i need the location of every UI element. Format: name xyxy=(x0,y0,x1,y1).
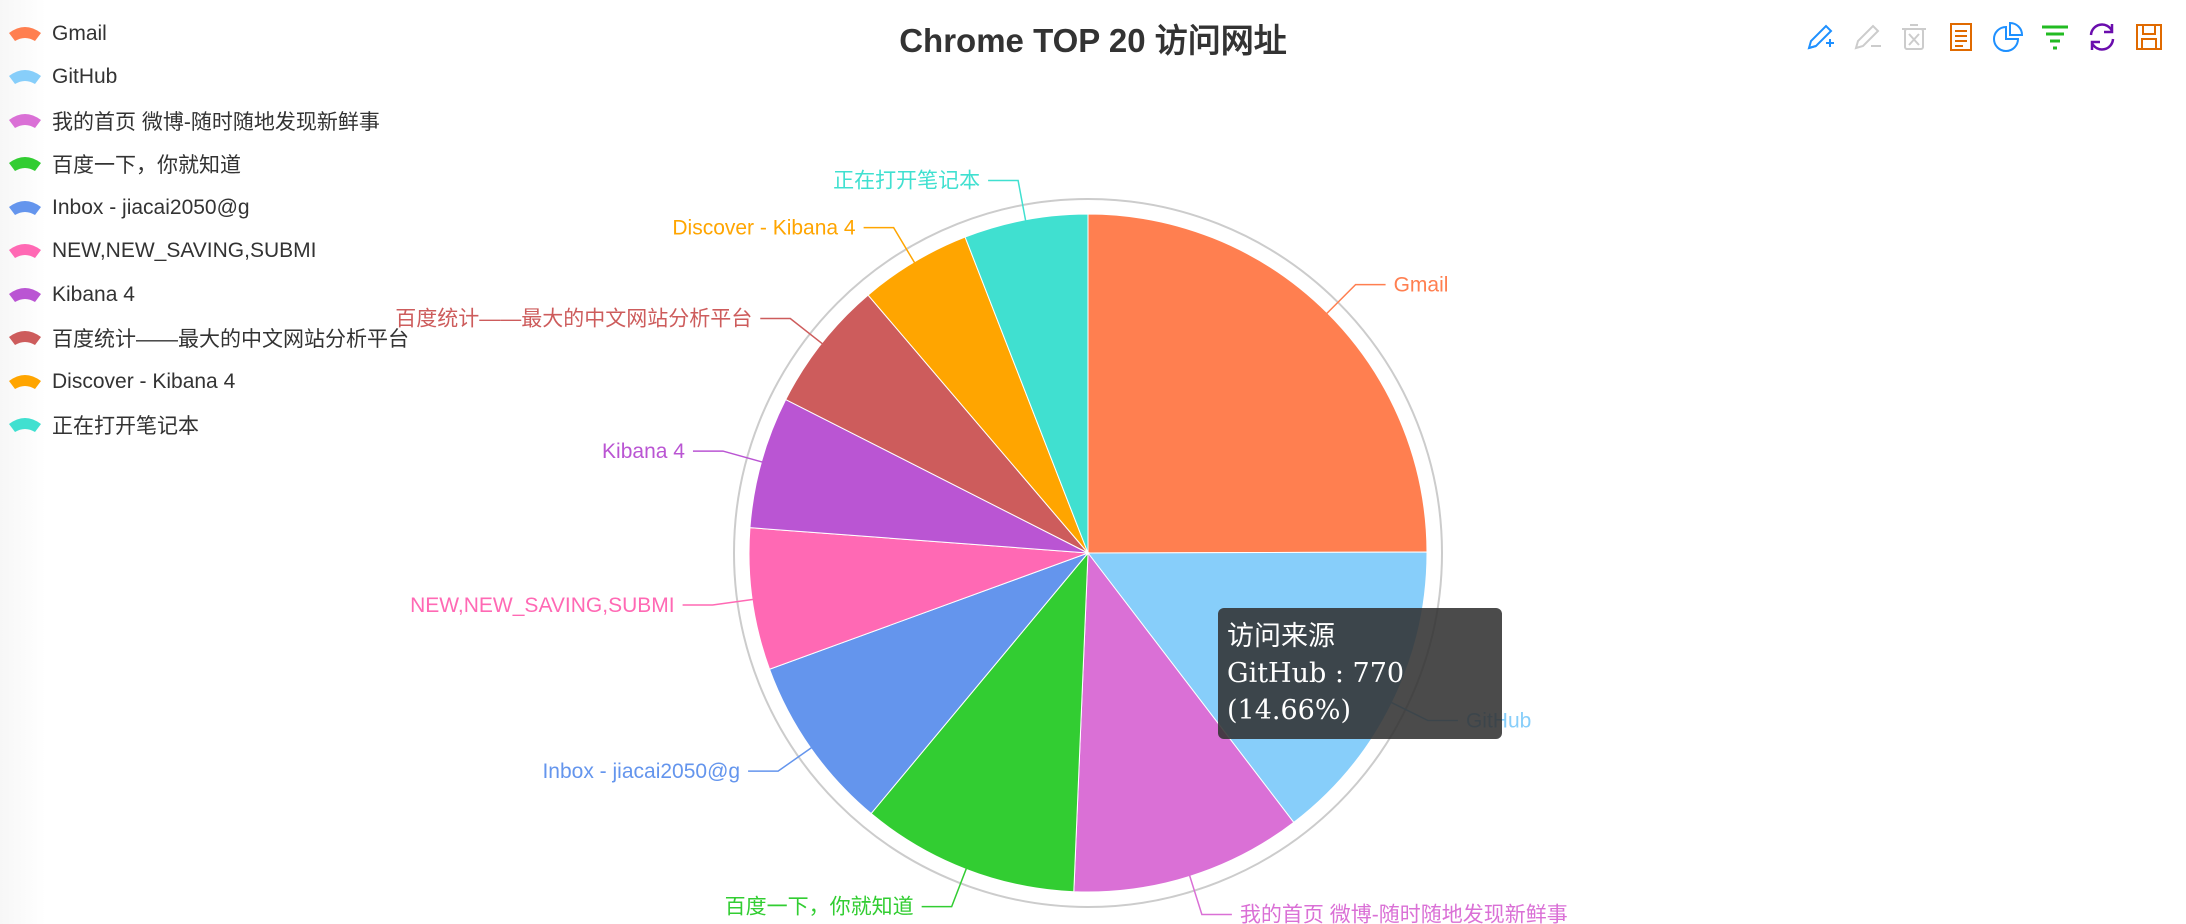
tooltip: 访问来源 GitHub : 770 (14.66%) xyxy=(1218,608,1502,739)
legend-swatch-icon xyxy=(9,331,41,346)
pie-slice[interactable] xyxy=(1087,213,1428,554)
pie-label-line xyxy=(748,745,815,772)
left-edge-shade xyxy=(0,0,46,924)
legend-swatch-icon xyxy=(9,157,41,172)
legend-label: 我的首页 微博-随时随地发现新鲜事 xyxy=(52,110,380,134)
legend-swatch-icon xyxy=(9,26,41,41)
tooltip-body: GitHub : 770 (14.66%) xyxy=(1227,658,1405,726)
legend-item[interactable]: Gmail xyxy=(8,12,468,56)
pie-slice-label: Inbox - jiacai2050@g xyxy=(542,760,740,783)
mark-undo-icon xyxy=(1854,24,1881,50)
legend-item[interactable]: GitHub xyxy=(8,56,468,100)
legend-label: 百度一下，你就知道 xyxy=(52,154,241,178)
pie-chart-icon xyxy=(1992,21,2023,52)
mark-clear-icon xyxy=(1901,24,1926,50)
legend-item[interactable]: NEW,NEW_SAVING,SUBMI xyxy=(8,230,468,274)
legend-swatch-icon xyxy=(9,244,41,259)
legend-item[interactable]: 我的首页 微博-随时随地发现新鲜事 xyxy=(8,99,468,143)
legend-label: 正在打开笔记本 xyxy=(52,415,199,439)
legend-swatch-icon xyxy=(9,70,41,85)
pie-slice-label: 百度一下，你就知道 xyxy=(725,896,914,919)
legend-label: GitHub xyxy=(52,65,118,89)
legend: Gmail GitHub 我的首页 微博-随时随地发现新鲜事 百度一下，你就知道 Inb… xyxy=(8,12,468,447)
mark-undo-button[interactable] xyxy=(1843,18,1890,56)
toolbox xyxy=(1796,18,2172,56)
data-view-button[interactable] xyxy=(1937,18,1984,56)
tooltip-title: 访问来源 xyxy=(1227,621,1335,652)
legend-label: NEW,NEW_SAVING,SUBMI xyxy=(52,239,317,263)
pie-slice-label: 我的首页 微博-随时随地发现新鲜事 xyxy=(1240,903,1568,924)
pie-label-line xyxy=(863,226,917,266)
pie-chart-button[interactable] xyxy=(1984,18,2031,56)
pie-slice-label: NEW,NEW_SAVING,SUBMI xyxy=(410,594,674,617)
legend-swatch-icon xyxy=(9,374,41,389)
restore-button[interactable] xyxy=(2078,18,2125,56)
pie-slice-label: 正在打开笔记本 xyxy=(833,170,980,193)
mark-button[interactable] xyxy=(1796,18,1843,56)
save-image-button[interactable] xyxy=(2125,18,2172,56)
legend-item[interactable]: Discover - Kibana 4 xyxy=(8,360,468,404)
pie-label-line xyxy=(988,179,1027,224)
legend-item[interactable]: 百度一下，你就知道 xyxy=(8,143,468,187)
legend-item[interactable]: Kibana 4 xyxy=(8,273,468,317)
legend-item[interactable]: 正在打开笔记本 xyxy=(8,404,468,448)
legend-label: Gmail xyxy=(52,21,107,45)
pie-label-line xyxy=(1323,283,1386,317)
legend-swatch-icon xyxy=(9,113,41,128)
legend-label: Kibana 4 xyxy=(52,282,135,306)
pie-outer-ring xyxy=(733,198,1443,908)
pie-slice-label: 百度统计——最大的中文网站分析平台 xyxy=(395,307,752,330)
legend-swatch-icon xyxy=(9,418,41,433)
pie-label-line xyxy=(682,598,757,606)
pie-slice-label: Gmail xyxy=(1394,274,1449,297)
legend-label: Inbox - jiacai2050@g xyxy=(52,195,250,219)
mark-clear-button[interactable] xyxy=(1890,18,1937,56)
pie-label-line xyxy=(692,450,766,464)
funnel-icon xyxy=(2041,25,2068,50)
legend-swatch-icon xyxy=(9,200,41,215)
legend-item[interactable]: 百度统计——最大的中文网站分析平台 xyxy=(8,317,468,361)
legend-swatch-icon xyxy=(9,287,41,302)
pie-label-line xyxy=(1187,872,1232,916)
legend-label: 百度统计——最大的中文网站分析平台 xyxy=(52,328,409,352)
legend-label: Discover - Kibana 4 xyxy=(52,369,236,393)
pie-slices xyxy=(748,213,1428,893)
restore-icon xyxy=(2089,23,2114,51)
data-view-icon xyxy=(1949,23,1972,51)
mark-icon xyxy=(1807,24,1834,50)
funnel-button[interactable] xyxy=(2031,18,2078,56)
pie-slice-label: Kibana 4 xyxy=(602,440,685,463)
pie-label-line xyxy=(921,865,969,908)
pie-slice-label: Discover - Kibana 4 xyxy=(672,217,856,240)
chart-title: Chrome TOP 20 访问网址 xyxy=(899,22,1287,59)
legend-item[interactable]: Inbox - jiacai2050@g xyxy=(8,186,468,230)
save-image-icon xyxy=(2135,24,2162,50)
pie-label-line xyxy=(760,317,826,347)
